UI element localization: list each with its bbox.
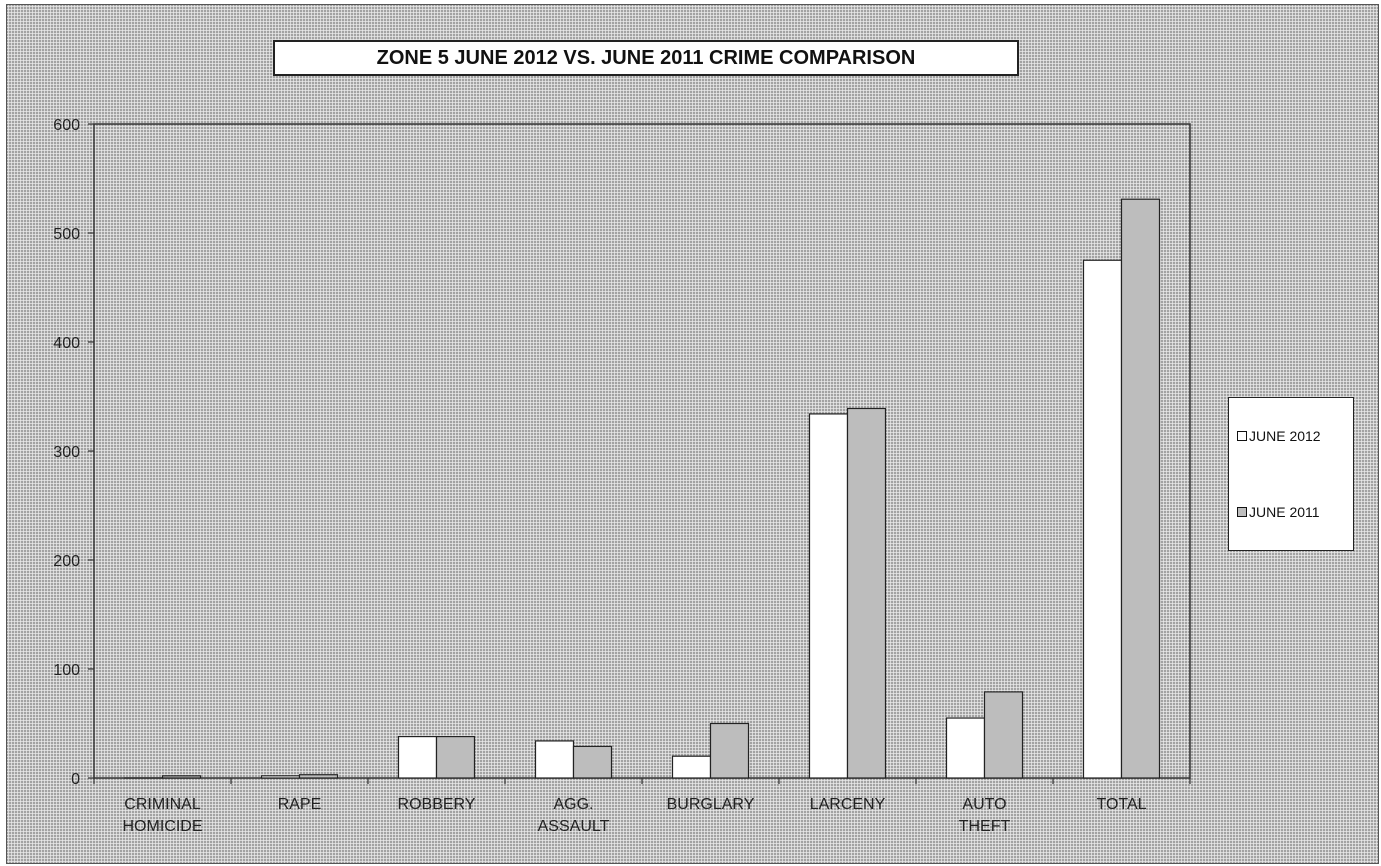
y-tick-label: 500: [53, 226, 80, 243]
x-category-label: LARCENY: [810, 796, 886, 813]
y-tick-label: 0: [71, 771, 80, 788]
bar-june-2012: [1082, 259, 1123, 779]
legend-entry-june-2011: JUNE 2011: [1237, 504, 1320, 520]
y-tick-label: 300: [53, 444, 80, 461]
x-category-label: AGG. ASSAULT: [538, 796, 610, 835]
bar-june-2011: [435, 735, 476, 779]
x-category-label: RAPE: [278, 796, 322, 813]
bar-june-2011: [298, 774, 339, 779]
y-tick-label: 400: [53, 335, 80, 352]
bar-june-2011: [161, 775, 202, 779]
bar-june-2011: [983, 691, 1024, 779]
plot-area: [93, 123, 1191, 779]
x-axis: CRIMINAL HOMICIDE RAPE ROBBERY AGG. ASSAULT BU…: [93, 778, 1191, 835]
x-category-label: TOTAL: [1096, 796, 1146, 813]
bar-june-2012: [671, 755, 712, 779]
legend-entry-june-2012: JUNE 2012: [1237, 428, 1321, 444]
y-tick-label: 200: [53, 553, 80, 570]
x-category-label: ROBBERY: [398, 796, 476, 813]
bars: [123, 198, 1161, 779]
bar-june-2011: [846, 407, 887, 779]
bar-june-2012: [534, 740, 575, 779]
y-axis: 0 100 200 300 400 500 600: [53, 117, 94, 788]
legend-swatch-june-2011: [1237, 507, 1247, 517]
bar-june-2011: [572, 745, 613, 779]
x-category-label: AUTO THEFT: [959, 796, 1011, 835]
y-tick-label: 600: [53, 117, 80, 134]
legend-swatch-june-2012: [1237, 431, 1247, 441]
x-category-label: CRIMINAL HOMICIDE: [123, 796, 203, 835]
bar-june-2011: [1120, 198, 1161, 779]
bar-june-2012: [260, 775, 301, 779]
bar-june-2012: [808, 413, 849, 779]
legend-label-june-2011: JUNE 2011: [1249, 504, 1320, 520]
legend: JUNE 2012 JUNE 2011: [1228, 397, 1354, 551]
bar-june-2012: [397, 735, 438, 779]
chart-title: ZONE 5 JUNE 2012 VS. JUNE 2011 CRIME COM…: [273, 40, 1019, 76]
y-tick-label: 100: [53, 662, 80, 679]
x-category-label: BURGLARY: [667, 796, 755, 813]
legend-label-june-2012: JUNE 2012: [1249, 428, 1321, 444]
bar-june-2011: [709, 722, 750, 779]
bar-june-2012: [945, 717, 986, 779]
